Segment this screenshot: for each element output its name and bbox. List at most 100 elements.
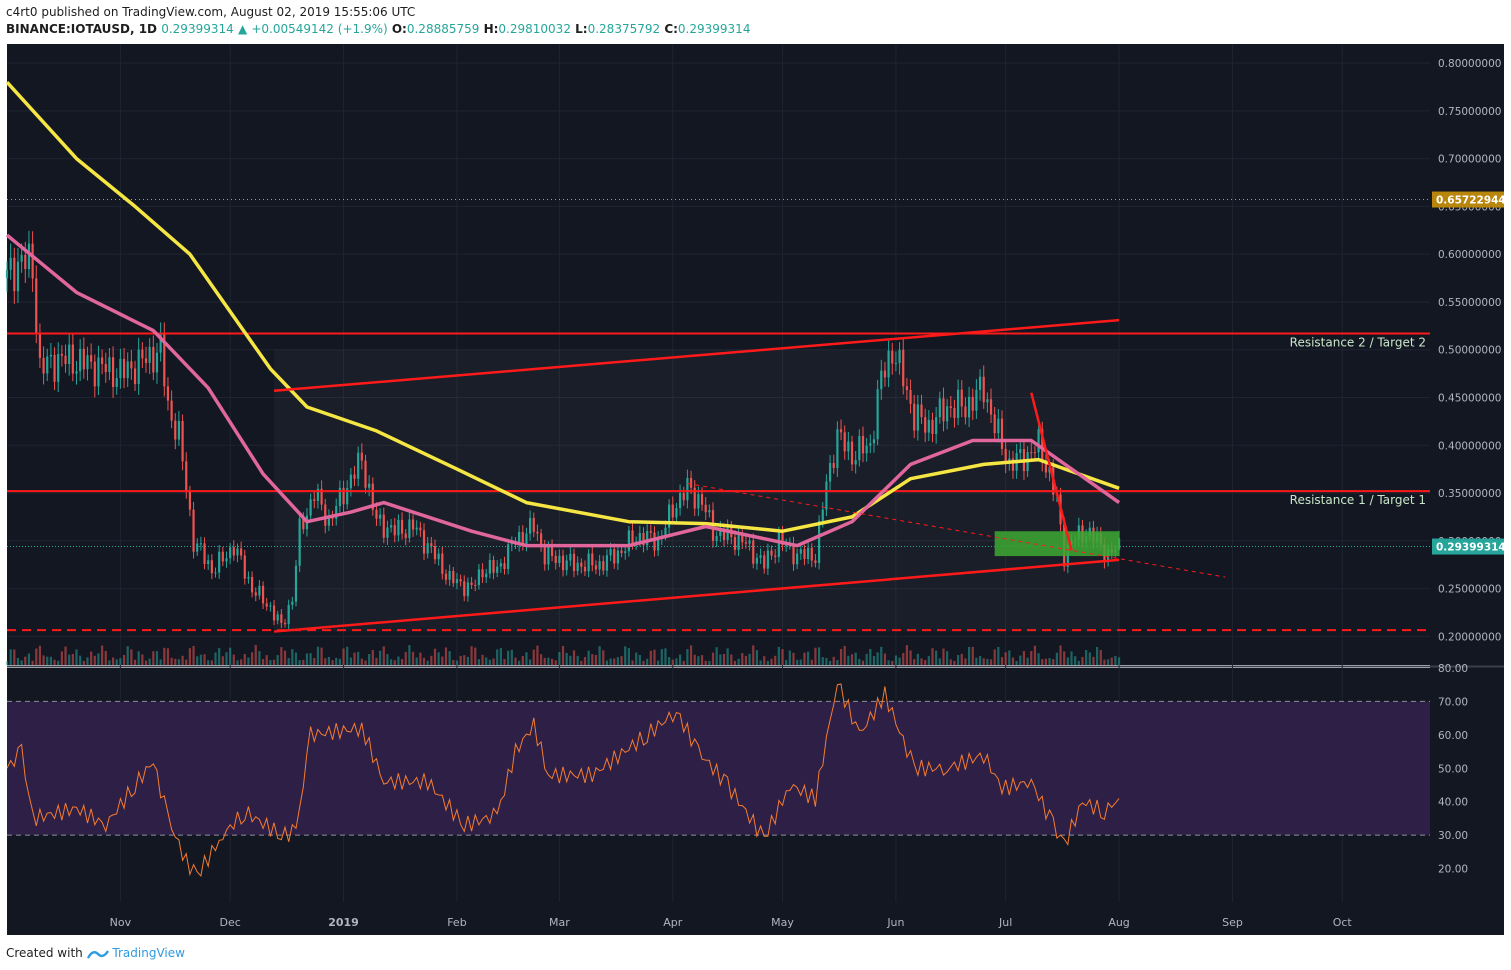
candle-body [1048, 467, 1051, 473]
candle-body [1037, 429, 1040, 453]
candle-body [335, 506, 338, 519]
candle-body [510, 543, 513, 545]
volume-bar [207, 660, 210, 665]
price-chart[interactable]: Nov Dec 2019 Feb Mar Apr May Jun Jul Aug Sep Oct 0.2… [0, 40, 1511, 940]
volume-bar [488, 659, 491, 665]
volume-bar [693, 654, 696, 665]
candle-body [858, 436, 861, 461]
volume-bar [814, 647, 817, 665]
candle-body [60, 353, 63, 356]
candle-body [887, 350, 890, 378]
candle-body [371, 483, 374, 510]
moving-average-fast [5, 233, 1121, 548]
candle-body [397, 519, 400, 536]
volume-bar [433, 648, 437, 665]
volume-bar [986, 658, 989, 665]
volume-bar [24, 656, 27, 665]
candle-body [1000, 418, 1004, 449]
candle-body [346, 488, 349, 505]
volume-bar [258, 651, 261, 665]
volume-bar [108, 660, 111, 665]
candle-body [170, 400, 173, 421]
volume-bar [1059, 645, 1062, 665]
symbol-label[interactable]: BINANCE:IOTAUSD, 1D [6, 22, 158, 36]
time-axis-label: 2019 [328, 916, 359, 929]
price-axis-label: 0.55000000 [1438, 297, 1501, 309]
candle-body [576, 562, 579, 572]
candle-body [210, 560, 213, 574]
candle-body [865, 445, 868, 454]
time-axis-label: Sep [1222, 916, 1243, 929]
candle-body [960, 389, 963, 407]
candle-body [9, 257, 12, 270]
candle-body [869, 443, 872, 446]
volume-bar [1103, 659, 1106, 665]
volume-bar [309, 653, 312, 665]
candle-body [250, 577, 254, 593]
moving-average-slow [5, 81, 1120, 533]
volume-bar [481, 654, 484, 665]
price-tag-box [1432, 191, 1504, 208]
volume-bar [203, 654, 206, 665]
candle-body [177, 420, 181, 440]
candle-body [430, 543, 433, 547]
volume-bar [49, 656, 52, 665]
candle-body [532, 517, 535, 532]
candle-body [316, 488, 320, 501]
volume-bar [598, 646, 601, 665]
trendline [273, 558, 1120, 633]
volume-bar [13, 649, 16, 665]
time-axis-label: Mar [549, 916, 570, 929]
candle-body [448, 571, 451, 580]
candle-body [393, 525, 396, 536]
candle-body [148, 346, 151, 363]
candle-body [821, 509, 824, 521]
candle-body [455, 579, 459, 584]
volume-bar [232, 654, 235, 665]
volume-bar [1019, 655, 1022, 665]
candle-body [777, 532, 780, 557]
candle-body [174, 420, 177, 440]
volume-bar [141, 654, 144, 665]
candle-body [942, 398, 945, 422]
volume-bar [327, 656, 331, 665]
candle-body [759, 555, 762, 558]
volume-bar [635, 652, 638, 665]
volume-bar [858, 658, 861, 665]
volume-bar [225, 652, 228, 665]
candle-body [159, 333, 162, 353]
candle-body [144, 358, 148, 363]
price-axis-label: 0.35000000 [1438, 488, 1501, 500]
candle-body [847, 441, 850, 452]
candle-body [905, 386, 908, 391]
volume-bar [313, 657, 316, 665]
volume-bar [159, 659, 162, 665]
price-axis-label: 0.80000000 [1438, 58, 1501, 70]
candle-body [466, 582, 470, 597]
volume-bar [682, 660, 685, 665]
candle-body [657, 537, 660, 551]
candle-body [982, 376, 985, 403]
candle-body [521, 532, 524, 545]
volume-bar [419, 652, 422, 665]
candle-body [561, 555, 565, 571]
candle-body [605, 555, 609, 571]
volume-bar [602, 650, 605, 665]
volume-bar [726, 648, 729, 665]
tradingview-brand[interactable]: TradingView [112, 946, 185, 960]
volume-bar [737, 658, 740, 665]
candle-body [957, 389, 960, 418]
volume-bar [148, 658, 151, 665]
volume-bar [733, 660, 737, 665]
candle-body [909, 390, 912, 404]
candle-body [733, 537, 737, 550]
candle-body [924, 417, 927, 433]
candle-body [122, 358, 126, 379]
volume-bar [316, 646, 320, 665]
volume-bar [82, 660, 85, 665]
candle-body [642, 532, 645, 546]
volume-bar [788, 650, 791, 665]
volume-bar [400, 659, 404, 665]
volume-bar [686, 649, 689, 665]
candle-body [353, 474, 356, 479]
